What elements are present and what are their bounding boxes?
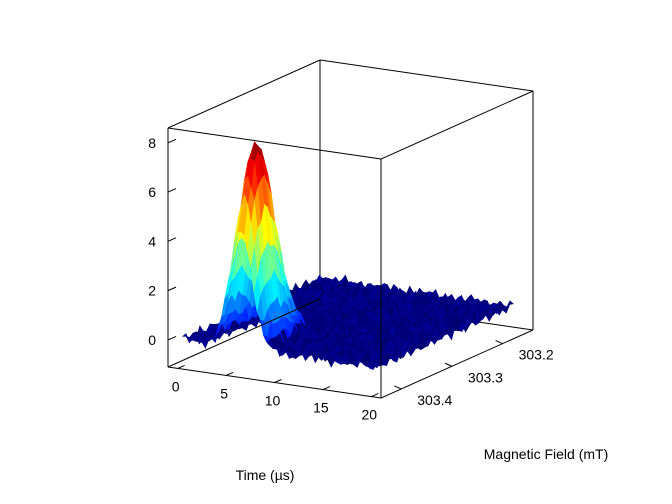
x-tick-label: 15 xyxy=(313,400,329,416)
box-edge xyxy=(381,91,533,159)
x-axis-label: Time (µs) xyxy=(236,467,295,483)
y-tick-mark xyxy=(394,386,401,389)
z-axis-ticks: 0 2 4 6 8 xyxy=(148,135,176,348)
z-tick-mark xyxy=(168,336,176,340)
y-tick-label: 303.2 xyxy=(519,347,554,363)
x-tick-mark xyxy=(178,365,185,368)
x-tick-label: 0 xyxy=(172,378,180,394)
x-tick-mark xyxy=(226,372,233,375)
y-axis-ticks: 303.2 303.3 303.4 xyxy=(394,341,554,408)
z-tick-label: 0 xyxy=(148,332,156,348)
z-tick-label: 6 xyxy=(148,184,156,200)
x-tick-mark xyxy=(323,387,330,390)
z-tick-label: 4 xyxy=(148,233,156,249)
x-tick-label: 20 xyxy=(362,407,378,423)
z-tick-mark xyxy=(168,238,176,242)
y-tick-label: 303.3 xyxy=(468,369,503,385)
z-tick-mark xyxy=(168,139,176,143)
box-edge xyxy=(320,60,533,91)
x-tick-mark xyxy=(371,394,378,397)
y-tick-mark xyxy=(496,341,503,344)
box-edge xyxy=(168,128,381,159)
box-edge xyxy=(168,60,320,128)
y-tick-mark xyxy=(445,363,452,366)
x-axis-ticks: 0 5 10 15 20 xyxy=(172,365,379,422)
y-tick-label: 303.4 xyxy=(417,392,452,408)
z-tick-label: 2 xyxy=(148,283,156,299)
surface-mesh xyxy=(183,142,513,369)
x-tick-label: 5 xyxy=(220,385,228,401)
z-tick-mark xyxy=(168,189,176,193)
x-tick-label: 10 xyxy=(265,393,281,409)
z-tick-label: 8 xyxy=(148,135,156,151)
x-tick-mark xyxy=(275,380,282,383)
y-axis-label: Magnetic Field (mT) xyxy=(484,446,608,462)
z-tick-mark xyxy=(168,287,176,291)
